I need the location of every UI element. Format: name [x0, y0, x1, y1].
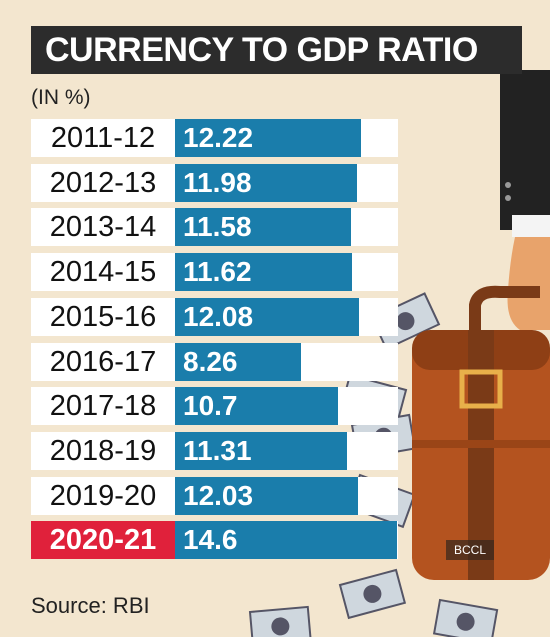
- bar: [175, 477, 358, 515]
- data-label: 12.08: [183, 301, 254, 332]
- banknote-icon: [338, 568, 407, 620]
- data-label: 10.7: [183, 390, 238, 421]
- category-label: 2014-15: [49, 255, 157, 288]
- chart-title: CURRENCY TO GDP RATIO: [45, 30, 478, 69]
- bar-row: 2016-17 8.26: [31, 343, 398, 381]
- bar-row: 2018-19 11.31: [31, 432, 398, 470]
- category-label: 2018-19: [49, 434, 157, 467]
- sleeve-button-icon: [505, 195, 511, 201]
- banknote-icon: [248, 605, 312, 637]
- buckle-icon: [459, 369, 503, 409]
- unit-label: (IN %): [31, 86, 91, 109]
- bar: [175, 119, 361, 157]
- category-label: 2016-17: [49, 345, 157, 378]
- data-label: 12.22: [183, 122, 254, 153]
- data-label: 11.31: [183, 435, 252, 466]
- category-label: 2012-13: [49, 166, 157, 199]
- bar: [175, 343, 301, 381]
- category-label: 2020-21: [31, 521, 175, 559]
- data-label: 11.58: [183, 211, 252, 242]
- bar-row: 2011-12 12.22: [31, 119, 398, 157]
- category-label: 2011-12: [50, 121, 156, 154]
- banknote-icon: [432, 598, 499, 637]
- category-label: 2019-20: [49, 479, 157, 512]
- bar-row: 2012-13 11.98: [31, 164, 398, 202]
- bar-row: 2013-14 11.58: [31, 208, 398, 246]
- data-label: 11.98: [183, 167, 252, 198]
- bar: [175, 432, 347, 470]
- category-label: 2017-18: [49, 389, 157, 422]
- bar: [175, 208, 351, 246]
- bar: [175, 298, 359, 336]
- bar: [175, 521, 397, 559]
- bar: [175, 253, 352, 291]
- bar-row: 2020-21 14.6: [31, 521, 398, 559]
- source-label: Source: RBI: [31, 593, 150, 618]
- bar-row: 2017-18 10.7: [31, 387, 398, 425]
- data-label: 14.6: [183, 524, 238, 555]
- bar-row: 2019-20 12.03: [31, 477, 398, 515]
- watermark: BCCL: [446, 540, 494, 560]
- hand-icon: [507, 237, 550, 330]
- data-label: 11.62: [183, 256, 252, 287]
- shirt-cuff: [512, 215, 550, 237]
- briefcase-handle-icon: [469, 285, 540, 330]
- suit-sleeve: [500, 70, 550, 230]
- bar-row: 2014-15 11.62: [31, 253, 398, 291]
- bar: [175, 387, 338, 425]
- data-label: 8.26: [183, 346, 238, 377]
- bar-row: 2015-16 12.08: [31, 298, 398, 336]
- bar: [175, 164, 357, 202]
- sleeve-button-icon: [505, 182, 511, 188]
- category-label: 2015-16: [49, 300, 157, 333]
- data-label: 12.03: [183, 480, 254, 511]
- briefcase-seam: [412, 440, 550, 448]
- chart-title-box: CURRENCY TO GDP RATIO: [31, 26, 522, 74]
- category-label: 2013-14: [49, 210, 157, 243]
